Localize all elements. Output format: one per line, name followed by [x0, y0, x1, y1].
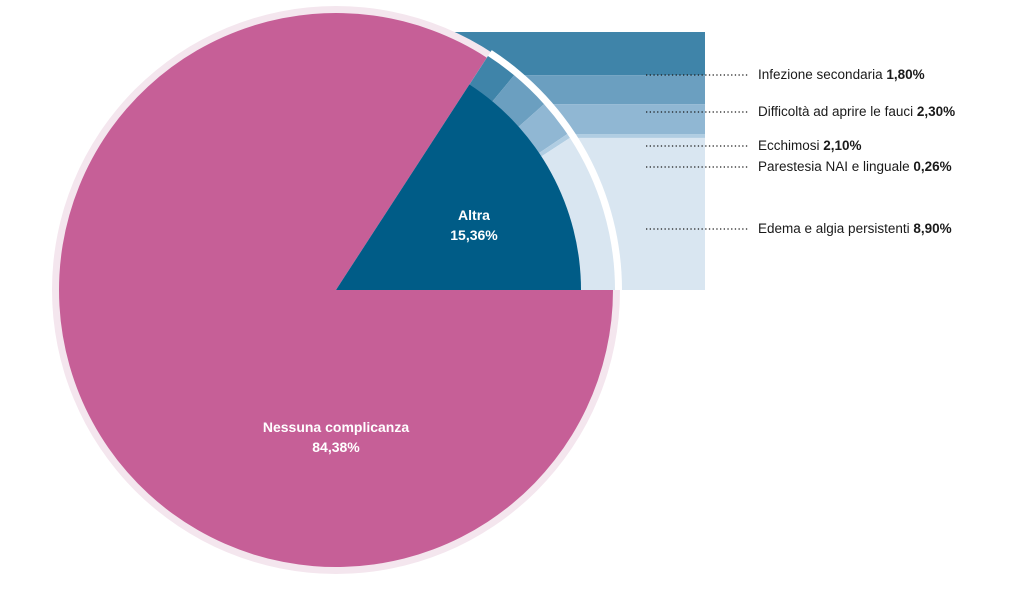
- pie-slice-altra: [336, 84, 581, 290]
- legend-label: Edema e algia persistenti: [758, 221, 913, 236]
- slice-value-nessuna-complicanza: 84,38%: [312, 439, 360, 455]
- slice-labels: Nessuna complicanza 84,38% Altra 15,36%: [263, 207, 498, 455]
- slice-value-altra: 15,36%: [450, 227, 498, 243]
- legend-value: 2,10%: [823, 138, 861, 153]
- legend-item-2: Ecchimosi 2,10%: [758, 138, 862, 153]
- legend-label: Parestesia NAI e linguale: [758, 159, 913, 174]
- slice-label-nessuna-complicanza: Nessuna complicanza: [263, 419, 409, 435]
- legend-value: 8,90%: [913, 221, 951, 236]
- legend-item-4: Edema e algia persistenti 8,90%: [758, 221, 952, 236]
- legend-label: Difficoltà ad aprire le fauci: [758, 104, 917, 119]
- legend-value: 0,26%: [913, 159, 951, 174]
- legend-value: 2,30%: [917, 104, 955, 119]
- legend-value: 1,80%: [886, 67, 924, 82]
- altra-sector-group: [336, 84, 581, 290]
- pie-slices: [59, 13, 614, 568]
- legend-label: Infezione secondaria: [758, 67, 886, 82]
- legend-item-3: Parestesia NAI e linguale 0,26%: [758, 159, 952, 174]
- pie-slice-nessuna-complicanza: [59, 13, 614, 568]
- breakdown-legend: Infezione secondaria 1,80% Difficoltà ad …: [646, 67, 955, 236]
- legend-item-1: Difficoltà ad aprire le fauci 2,30%: [758, 104, 955, 119]
- slice-label-altra: Altra: [458, 207, 490, 223]
- legend-label: Ecchimosi: [758, 138, 823, 153]
- legend-item-0: Infezione secondaria 1,80%: [758, 67, 925, 82]
